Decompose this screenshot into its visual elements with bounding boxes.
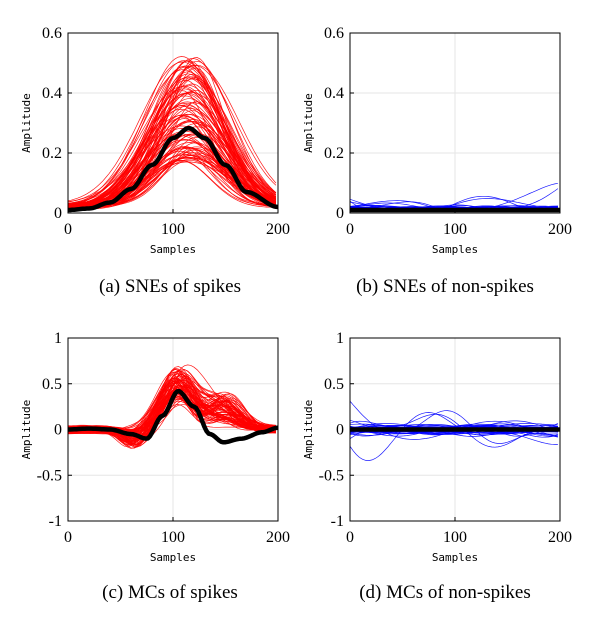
x-tick-label: 0 xyxy=(64,221,72,238)
panel-a-chart: 0 100 200 0 0.2 0.4 0.6 Samples Amplitude xyxy=(20,25,290,256)
individual-trace xyxy=(67,61,277,202)
y-tick-label: 0 xyxy=(54,422,62,439)
y-axis-label: Amplitude xyxy=(302,400,315,460)
x-tick-label: 0 xyxy=(346,221,354,238)
mean-line xyxy=(67,125,279,213)
panel-b-chart: 0 100 200 0 0.2 0.4 0.6 Samples Amplitude xyxy=(302,25,572,256)
individual-trace xyxy=(67,64,277,208)
y-tick-label: 1 xyxy=(54,330,62,347)
individual-trace xyxy=(349,412,559,461)
panel-c-chart: 0 100 200 -1 -0.5 0 0.5 1 Samples Amplitude xyxy=(20,330,290,564)
caption-c: (c) MCs of spikes xyxy=(102,582,238,603)
y-tick-label: -0.5 xyxy=(319,467,344,484)
caption-b: (b) SNEs of non-spikes xyxy=(356,276,534,297)
y-tick-label: 1 xyxy=(336,330,344,347)
x-tick-label: 200 xyxy=(266,529,290,546)
individual-trace xyxy=(67,66,277,209)
caption-d: (d) MCs of non-spikes xyxy=(359,582,531,603)
x-tick-label: 100 xyxy=(443,529,467,546)
series-mean xyxy=(67,389,279,445)
y-tick-label: 0.4 xyxy=(42,85,62,102)
x-tick-label: 100 xyxy=(443,221,467,238)
y-tick-label: -0.5 xyxy=(37,467,62,484)
y-tick-label: 0.6 xyxy=(324,25,344,42)
mean-line xyxy=(67,389,279,445)
series-mean xyxy=(67,125,279,213)
x-tick-label: 0 xyxy=(64,529,72,546)
x-tick-label: 200 xyxy=(266,221,290,238)
y-tick-label: -1 xyxy=(331,513,344,530)
individual-trace xyxy=(67,147,277,208)
x-tick-label: 100 xyxy=(161,221,185,238)
y-tick-label: 0.5 xyxy=(42,376,62,393)
y-axis-label: Amplitude xyxy=(302,93,315,153)
y-axis-label: Amplitude xyxy=(20,400,33,460)
y-tick-label: 0.5 xyxy=(324,376,344,393)
individual-trace xyxy=(67,377,276,442)
y-tick-label: 0 xyxy=(336,205,344,222)
caption-a: (a) SNEs of spikes xyxy=(99,276,241,297)
x-axis-label: Samples xyxy=(432,551,478,564)
individual-trace xyxy=(349,198,558,210)
individual-trace xyxy=(67,64,277,204)
y-tick-label: 0 xyxy=(336,422,344,439)
y-tick-label: -1 xyxy=(49,513,62,530)
x-tick-label: 200 xyxy=(548,529,572,546)
individual-trace xyxy=(67,373,276,434)
x-tick-label: 100 xyxy=(161,529,185,546)
y-tick-label: 0 xyxy=(54,205,62,222)
individual-trace xyxy=(68,101,276,209)
x-tick-label: 0 xyxy=(346,529,354,546)
panel-d-chart: 0 100 200 -1 -0.5 0 0.5 1 Samples Amplitude xyxy=(302,330,572,564)
individual-trace xyxy=(67,69,277,207)
y-tick-label: 0.6 xyxy=(42,25,62,42)
y-tick-label: 0.4 xyxy=(324,85,344,102)
x-axis-label: Samples xyxy=(432,243,478,256)
x-axis-label: Samples xyxy=(150,551,196,564)
x-tick-label: 200 xyxy=(548,221,572,238)
individual-trace xyxy=(67,113,276,207)
x-axis-label: Samples xyxy=(150,243,196,256)
y-tick-label: 0.2 xyxy=(324,145,344,162)
individual-trace xyxy=(67,104,277,204)
y-axis-label: Amplitude xyxy=(20,93,33,153)
y-tick-label: 0.2 xyxy=(42,145,62,162)
individual-trace xyxy=(67,65,277,207)
